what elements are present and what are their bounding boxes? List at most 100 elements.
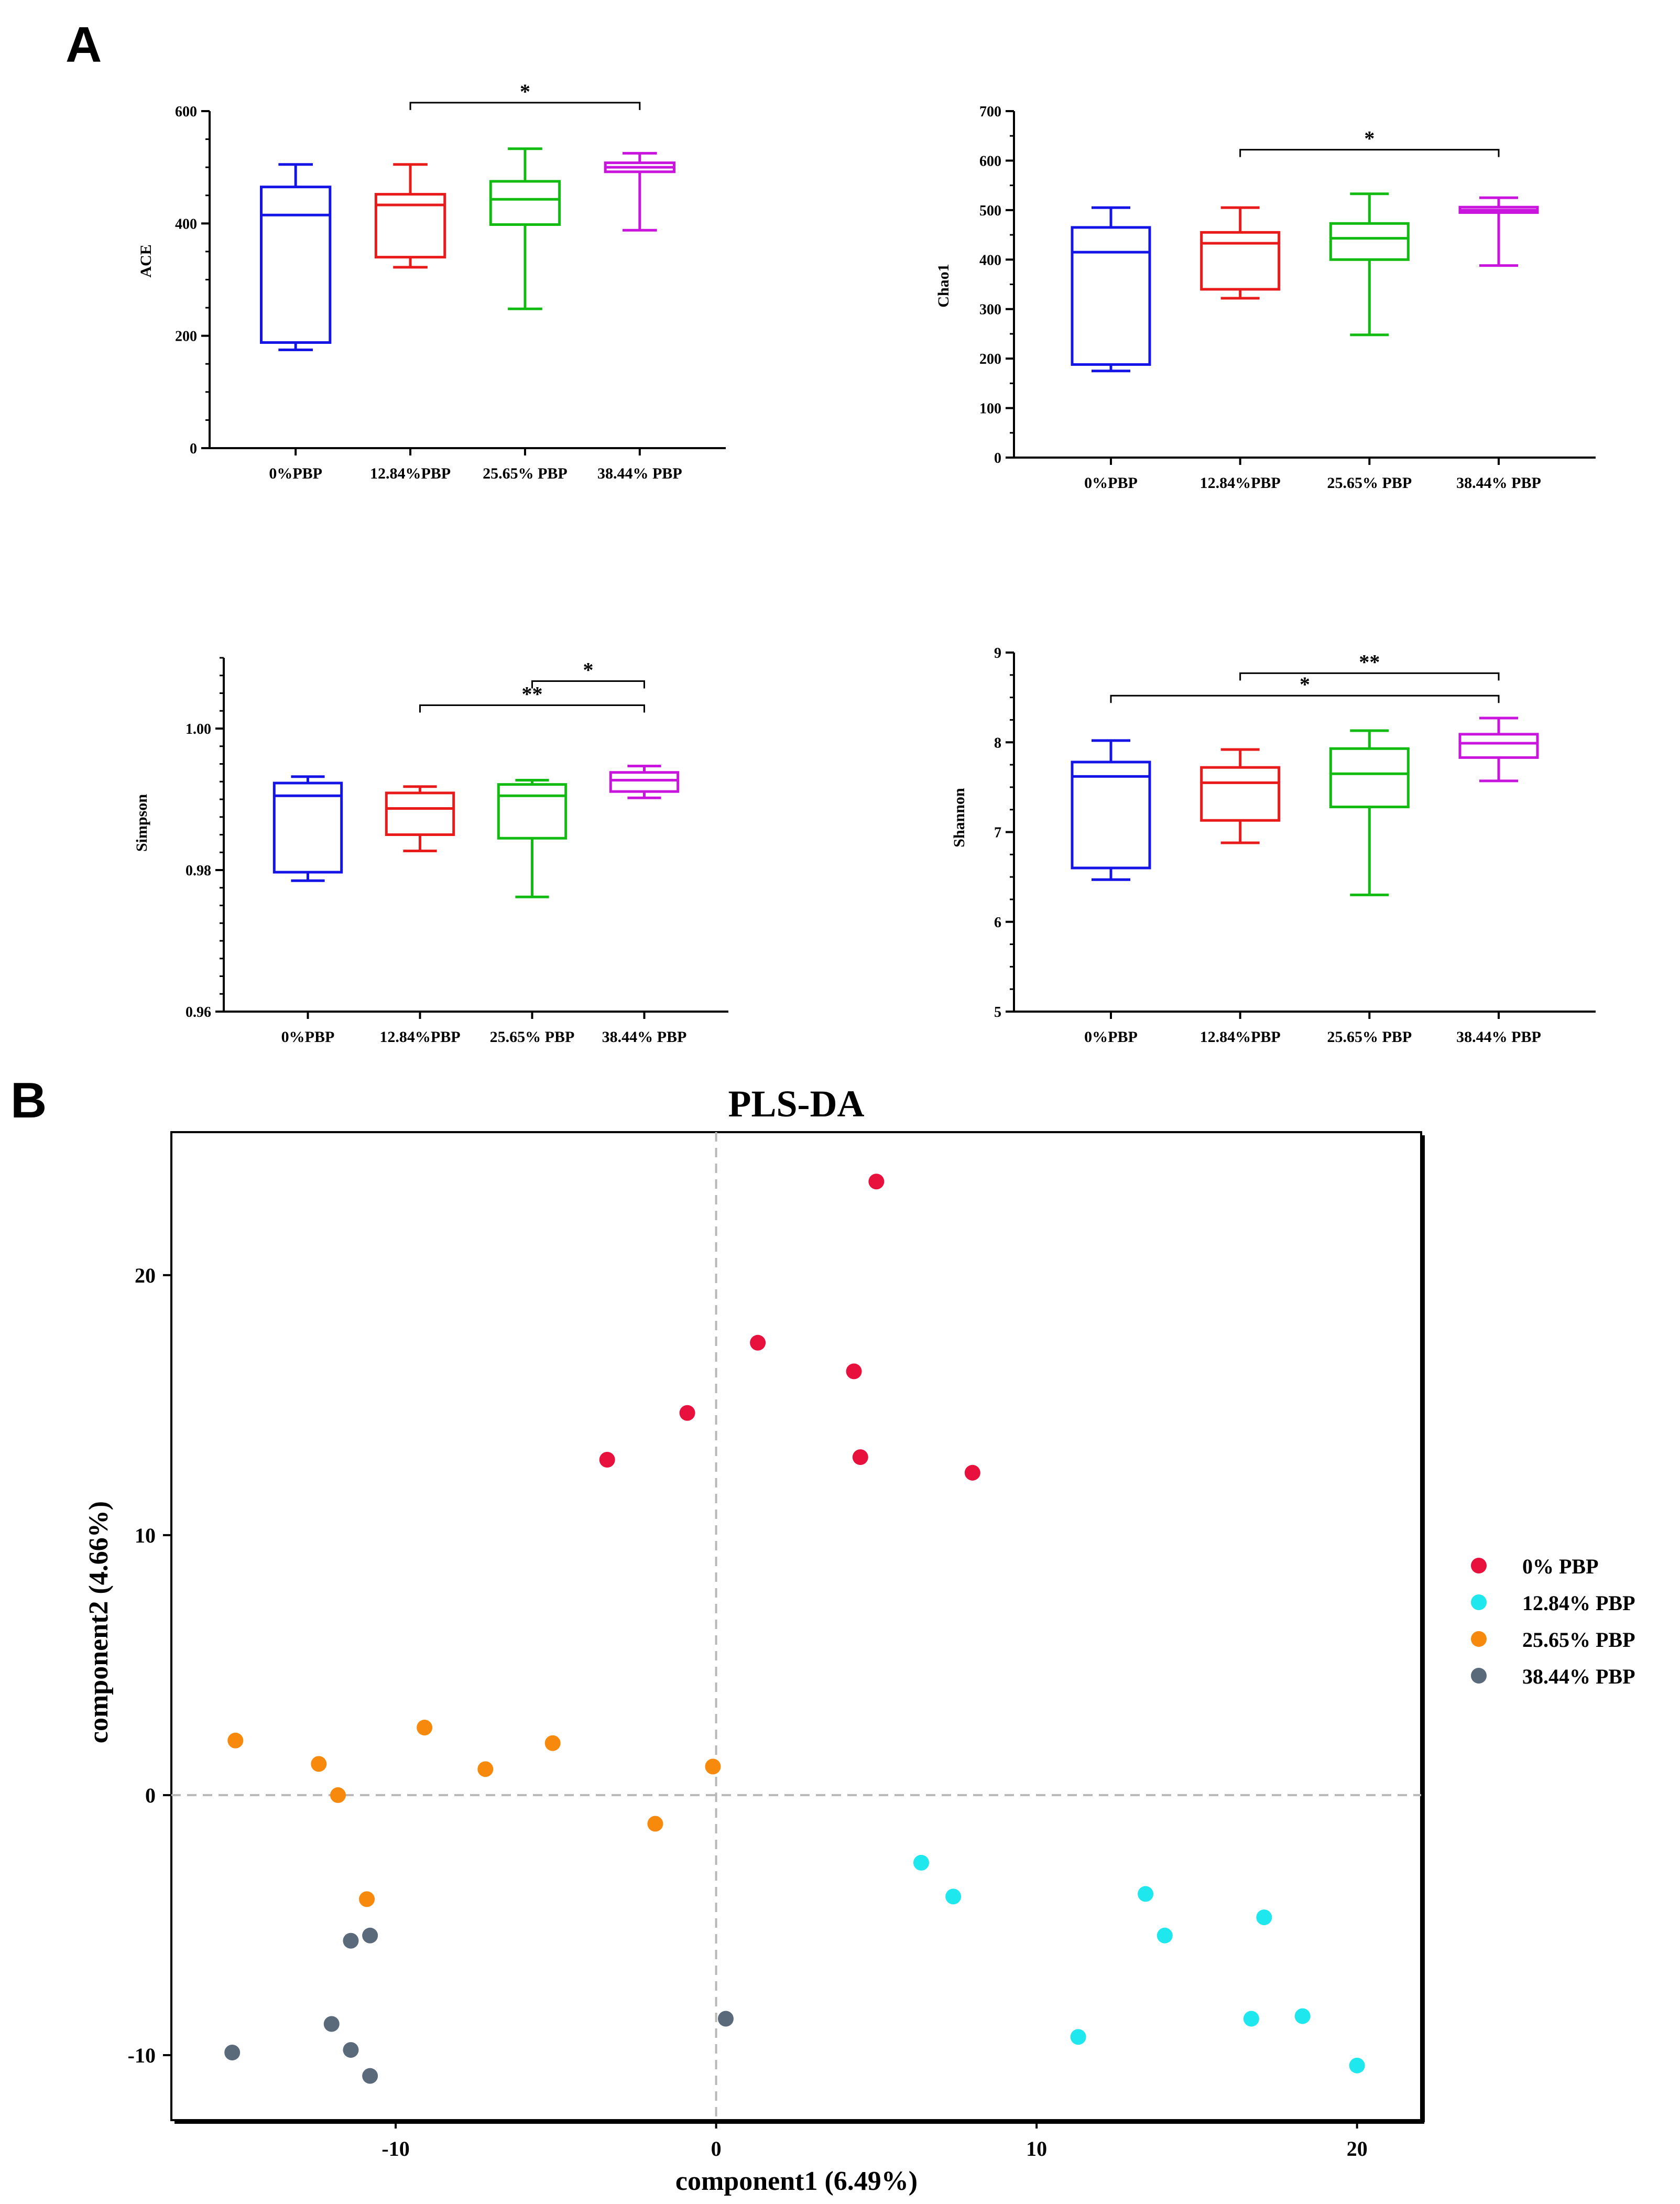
y-tick-label: 200 [979,351,1001,367]
significance-bracket [531,680,645,689]
y-tick-label: 600 [979,153,1001,169]
box-2 [1329,729,1410,896]
legend-marker [1471,1594,1487,1610]
y-tick-label: 1.00 [186,721,211,737]
x-tick-label: 25.65% PBP [1327,1028,1412,1046]
scatter-point [705,1758,721,1775]
y-tick-label: 0 [145,1784,156,1807]
box-iqr [1071,226,1151,366]
y-tick-label: 0.98 [186,863,211,879]
scatter-point [1138,1886,1154,1902]
scatter-point [964,1464,980,1481]
legend-label: 38.44% PBP [1522,1665,1635,1688]
plot-frame [170,1131,1422,2121]
box-iqr [1329,747,1410,809]
scatter-point [750,1334,766,1351]
scatter-point [852,1449,868,1465]
box-iqr [497,783,568,840]
box-iqr [1071,761,1151,870]
scatter-point [599,1452,615,1468]
scatter-point [323,2016,340,2032]
box-iqr [1458,733,1539,759]
legend-marker [1471,1631,1487,1647]
x-tick-label: 0%PBP [281,1028,335,1046]
x-tick-label: 25.65% PBP [1327,474,1412,492]
scatter-point [1070,2029,1086,2045]
box-3 [604,151,675,232]
scatter-point [311,1756,327,1772]
scatter-point [945,1888,962,1905]
box-iqr [609,771,680,793]
y-tick-label: 300 [979,302,1001,318]
scatter-point [359,1891,375,1907]
significance-label: ** [522,682,543,705]
y-tick-label: 0 [190,441,197,457]
y-tick-label: 0 [994,450,1001,466]
scatter-point [224,2045,241,2061]
box-3 [1458,716,1539,783]
x-tick-label: 10 [1026,2137,1047,2160]
box-1 [1200,206,1281,300]
y-tick-label: 20 [135,1264,156,1287]
x-tick-label: 25.65% PBP [490,1028,575,1046]
x-tick-label: 38.44% PBP [1456,1028,1541,1046]
y-tick-label: 8 [994,735,1001,751]
y-axis-label: Simpson [133,794,150,852]
x-tick-label: 0 [711,2137,722,2160]
scatter-point [417,1719,433,1735]
box-iqr [1200,766,1281,822]
scatter-point [544,1735,561,1751]
box-0 [272,775,343,882]
scatter-point [477,1761,494,1777]
y-axis-label: Shannon [951,788,968,848]
box-0 [1071,206,1151,373]
box-iqr [1329,222,1410,261]
chao1-boxplot: 0 100 200 300 400 500 600 700 Chao1 0%PBP 12.84%PB… [935,104,1596,492]
scatter-point [717,2011,734,2027]
significance-bracket [1239,149,1500,157]
x-tick-label: 20 [1347,2137,1368,2160]
significance-bracket [1110,694,1500,703]
x-tick-label: 12.84%PBP [1200,474,1281,492]
y-tick-label: 200 [175,329,197,345]
series-3 [224,1927,734,2084]
box-iqr [385,791,455,836]
y-tick-label: 6 [994,915,1001,931]
legend-marker [1471,1668,1487,1684]
x-tick-label: 12.84%PBP [1200,1028,1281,1046]
series-0 [599,1174,980,1481]
y-tick-label: 400 [175,216,197,232]
scatter-point [913,1854,929,1871]
box-1 [1200,748,1281,844]
box-0 [1071,739,1151,881]
x-tick-label: 12.84%PBP [370,465,451,482]
scatter-point [868,1174,885,1190]
x-axis-label: component1 (6.49%) [675,2166,918,2196]
x-tick-label: 0%PBP [1084,1028,1138,1046]
scatter-point [1243,2011,1259,2027]
legend-label: 12.84% PBP [1522,1591,1635,1615]
box-2 [489,147,561,310]
ace-boxplot: 0 200 400 600 ACE 0%PBP 12.84%PBP 25.65% PBP 38.… [137,80,726,482]
x-tick-label: 38.44% PBP [602,1028,687,1046]
y-tick-label: 0.96 [186,1004,211,1020]
legend: 0% PBP 12.84% PBP 25.65% PBP 38.44% PBP [1471,1555,1635,1688]
legend-label: 0% PBP [1522,1555,1599,1578]
significance-label: * [1300,672,1310,696]
scatter-point [362,2068,378,2084]
panel-label-a: A [66,17,102,73]
y-axis-label: component2 (4.66%) [84,1501,114,1743]
y-axis-label: ACE [137,244,155,277]
box-1 [385,785,455,853]
legend-label: 25.65% PBP [1522,1628,1635,1652]
series-2 [227,1719,721,1907]
y-tick-label: 100 [979,401,1001,417]
significance-bracket [409,102,641,110]
plsda-scatter: -10 0 10 20 -10 0 10 20 PLS-DA component1 (6.49%)… [84,1083,1635,2196]
x-tick-label: -10 [381,2137,409,2160]
panel-label-b: B [10,1072,47,1128]
box-2 [1329,192,1410,336]
significance-label: * [583,658,594,682]
significance-label: * [520,80,530,103]
